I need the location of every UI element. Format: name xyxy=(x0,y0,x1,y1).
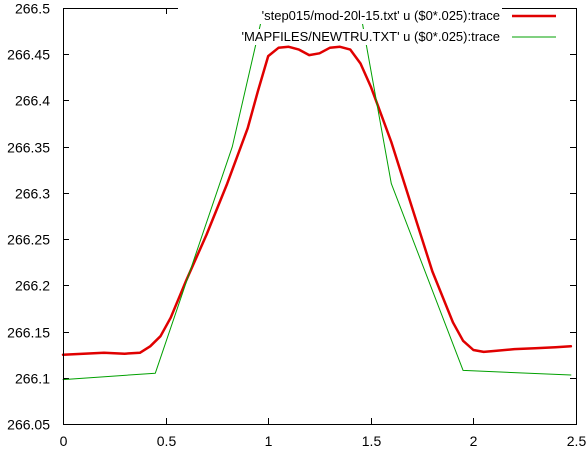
y-tick-label: 266.2 xyxy=(15,278,50,294)
y-tick-label: 266.45 xyxy=(7,47,50,63)
x-tick-label: 0 xyxy=(60,433,68,449)
legend-label-2: 'MAPFILES/NEWTRU.TXT' u ($0*.025):trace xyxy=(241,29,500,44)
y-tick-label: 266.05 xyxy=(7,417,50,433)
x-tick-label: 1 xyxy=(265,433,273,449)
y-tick-label: 266.15 xyxy=(7,325,50,341)
y-tick-label: 266.35 xyxy=(7,140,50,156)
y-tick-label: 266.5 xyxy=(15,1,50,17)
x-tick-label: 2 xyxy=(470,433,478,449)
x-tick-label: 2.5 xyxy=(567,433,586,449)
legend-background xyxy=(178,8,502,24)
x-tick-label: 1.5 xyxy=(362,433,382,449)
y-tick-label: 266.3 xyxy=(15,186,50,202)
y-axis-ticks: 266.05 266.1 266.15 266.2 266.25 266.3 266.35 2… xyxy=(7,1,576,433)
x-tick-label: 0.5 xyxy=(157,433,177,449)
y-tick-label: 266.1 xyxy=(15,371,50,387)
series-line-1 xyxy=(61,45,573,356)
legend-background xyxy=(178,29,502,45)
plot-frame xyxy=(63,8,577,425)
series-line-2 xyxy=(62,12,572,381)
legend: 'step015/mod-20l-15.txt' u ($0*.025):tra… xyxy=(178,8,556,45)
series-lines xyxy=(61,12,573,381)
y-tick-label: 266.4 xyxy=(15,93,50,109)
x-axis-ticks: 0 0.5 1 1.5 2 2.5 xyxy=(60,8,586,449)
y-tick-label: 266.25 xyxy=(7,232,50,248)
legend-label-1: 'step015/mod-20l-15.txt' u ($0*.025):tra… xyxy=(262,8,500,23)
